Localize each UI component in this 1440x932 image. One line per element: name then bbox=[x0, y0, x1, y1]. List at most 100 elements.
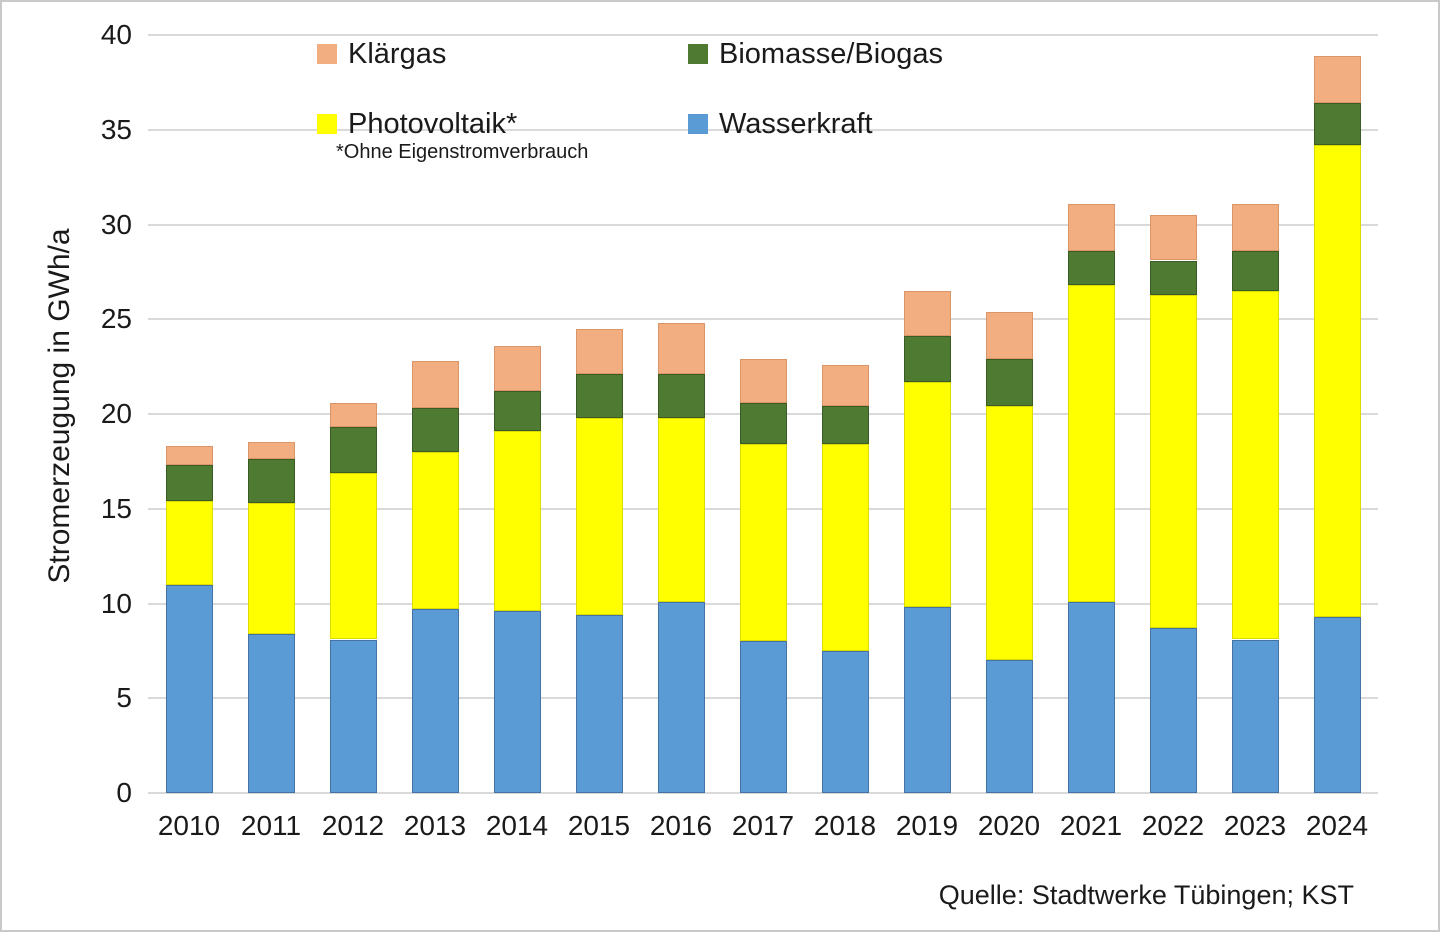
bar-segment bbox=[1149, 260, 1197, 295]
y-tick-label-15: 15 bbox=[100, 492, 132, 524]
bar-segment bbox=[1067, 203, 1115, 252]
x-tick-label-2014: 2014 bbox=[485, 810, 549, 841]
bar-segment bbox=[1313, 144, 1361, 617]
gridline-y-30 bbox=[148, 223, 1378, 226]
legend-item-klaergas: Klärgas bbox=[317, 37, 447, 70]
x-tick-label-2021: 2021 bbox=[1059, 810, 1123, 841]
bar-segment bbox=[329, 472, 377, 640]
bar-segment bbox=[985, 359, 1033, 407]
bar-segment bbox=[493, 345, 541, 392]
bar-segment bbox=[165, 446, 213, 466]
bar-segment bbox=[903, 336, 951, 382]
bar-segment bbox=[411, 360, 459, 409]
bar-segment bbox=[657, 374, 705, 418]
bar-segment bbox=[575, 614, 623, 793]
gridline-y-0 bbox=[148, 792, 1378, 794]
bar-segment bbox=[903, 290, 951, 337]
x-tick-label-2016: 2016 bbox=[649, 810, 713, 841]
legend-label-wasserkraft: Wasserkraft bbox=[719, 107, 873, 140]
bar-segment bbox=[411, 451, 459, 610]
bar-segment bbox=[1067, 251, 1115, 286]
x-tick-label-2024: 2024 bbox=[1305, 810, 1369, 841]
legend-label-photovoltaik: Photovoltaik* bbox=[348, 107, 518, 140]
plot-area bbox=[148, 34, 1378, 794]
legend-swatch-klaergas-icon bbox=[317, 44, 337, 64]
bar-segment bbox=[1149, 628, 1197, 793]
legend-item-wasserkraft: Wasserkraft bbox=[688, 107, 873, 140]
x-tick-label-2022: 2022 bbox=[1141, 810, 1205, 841]
bar-segment bbox=[821, 444, 869, 651]
bar-segment bbox=[165, 501, 213, 585]
y-tick-label-35: 35 bbox=[100, 113, 132, 145]
bar-segment bbox=[985, 311, 1033, 360]
bar-segment bbox=[247, 503, 295, 634]
gridline-y-40 bbox=[148, 34, 1378, 36]
bar-segment bbox=[165, 584, 213, 793]
x-tick-label-2023: 2023 bbox=[1223, 810, 1287, 841]
legend-label-biomasse-biogas: Biomasse/Biogas bbox=[719, 37, 944, 70]
bar-segment bbox=[1313, 103, 1361, 145]
y-tick-label-0: 0 bbox=[116, 777, 132, 808]
legend-swatch-biomasse-biogas-icon bbox=[688, 44, 708, 64]
bar-segment bbox=[739, 359, 787, 403]
bar-segment bbox=[739, 444, 787, 642]
y-axis-tick-labels: 0 5 10 15 20 25 30 35 40 bbox=[2, 20, 134, 808]
bar-segment bbox=[739, 402, 787, 445]
bar-segment bbox=[247, 442, 295, 460]
bar-segment bbox=[657, 323, 705, 375]
bar-segment bbox=[1067, 601, 1115, 793]
bar-segment bbox=[411, 408, 459, 452]
legend-item-biomasse-biogas: Biomasse/Biogas bbox=[688, 37, 944, 70]
bar-segment bbox=[1313, 55, 1361, 104]
x-tick-label-2010: 2010 bbox=[157, 810, 221, 841]
legend-label-klaergas: Klärgas bbox=[348, 37, 447, 70]
x-tick-label-2011: 2011 bbox=[240, 810, 302, 841]
bar-segment bbox=[657, 417, 705, 602]
bar-segment bbox=[329, 402, 377, 428]
bar-segment bbox=[247, 633, 295, 793]
bar-segment bbox=[657, 601, 705, 793]
y-tick-label-40: 40 bbox=[100, 19, 132, 50]
legend-swatch-wasserkraft-icon bbox=[688, 114, 708, 134]
bar-segment bbox=[821, 406, 869, 445]
bar-segment bbox=[1231, 290, 1279, 640]
x-tick-label-2020: 2020 bbox=[977, 810, 1041, 841]
bar-segment bbox=[903, 607, 951, 793]
x-axis-tick-labels: 2010 2011 2012 2013 2014 2015 2016 2017 2018 2019… bbox=[148, 810, 1378, 846]
bar-segment bbox=[985, 660, 1033, 793]
bar-segment bbox=[329, 639, 377, 793]
x-tick-label-2013: 2013 bbox=[403, 810, 467, 841]
y-tick-label-30: 30 bbox=[100, 208, 132, 240]
bar-segment bbox=[329, 427, 377, 473]
bar-segment bbox=[247, 459, 295, 504]
bar-segment bbox=[575, 328, 623, 375]
bar-segment bbox=[411, 609, 459, 793]
bar-segment bbox=[1149, 294, 1197, 629]
legend-item-photovoltaik: Photovoltaik* bbox=[317, 107, 518, 140]
bar-segment bbox=[165, 465, 213, 502]
bar-segment bbox=[903, 381, 951, 608]
bar-segment bbox=[821, 650, 869, 793]
bar-segment bbox=[1231, 203, 1279, 252]
bar-segment bbox=[1231, 251, 1279, 291]
bar-segment bbox=[493, 611, 541, 793]
y-tick-label-10: 10 bbox=[100, 587, 132, 619]
x-tick-label-2019: 2019 bbox=[895, 810, 959, 841]
x-tick-label-2012: 2012 bbox=[321, 810, 385, 841]
legend-footnote: *Ohne Eigenstromverbrauch bbox=[336, 141, 589, 163]
y-tick-label-25: 25 bbox=[100, 303, 132, 335]
gridline-y-35 bbox=[148, 128, 1378, 131]
bar-segment bbox=[821, 364, 869, 407]
bar-segment bbox=[493, 391, 541, 432]
bar-segment bbox=[985, 406, 1033, 661]
bar-segment bbox=[1149, 215, 1197, 261]
bar-segment bbox=[575, 374, 623, 418]
x-tick-label-2018: 2018 bbox=[813, 810, 877, 841]
bar-segment bbox=[493, 431, 541, 612]
legend-swatch-photovoltaik-icon bbox=[317, 114, 337, 134]
bar-segment bbox=[575, 417, 623, 615]
gridline-y-25 bbox=[148, 318, 1378, 321]
y-tick-label-5: 5 bbox=[116, 682, 132, 714]
source-caption: Quelle: Stadtwerke Tübingen; KST bbox=[938, 880, 1354, 910]
